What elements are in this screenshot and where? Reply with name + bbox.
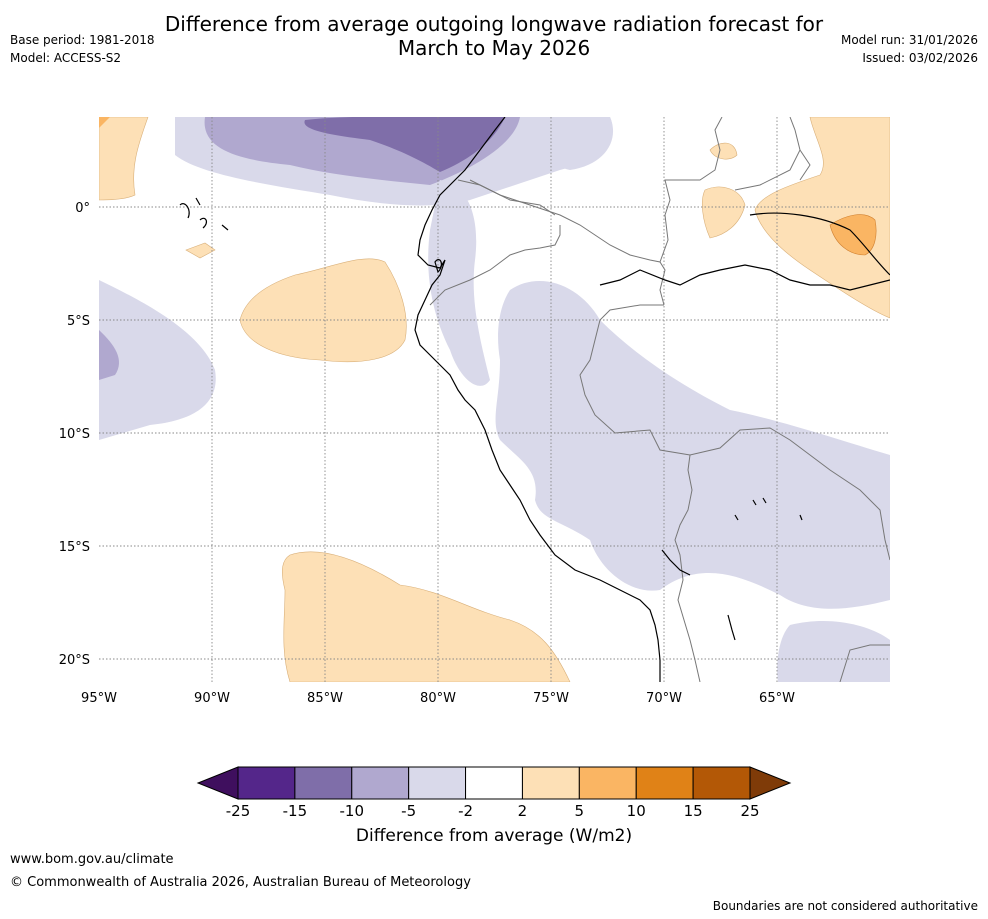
colorbar-segment [578, 766, 637, 800]
colorbar-segment [294, 766, 353, 800]
longitude-label: 80°W [420, 691, 456, 706]
anomaly-region-positive [709, 142, 738, 160]
model-run: Model run: 31/01/2026 [840, 33, 978, 47]
colorbar-tick-label: -2 [458, 802, 473, 820]
copyright-notice: © Commonwealth of Australia 2026, Austra… [10, 875, 471, 890]
longitude-label: 95°W [81, 691, 117, 706]
latitude-label: 15°S [59, 540, 90, 555]
longitude-labels: 95°W 90°W 85°W 80°W 75°W 70°W 65°W [81, 691, 795, 706]
longitude-label: 90°W [194, 691, 230, 706]
colorbar-tick-label: 5 [575, 802, 585, 820]
latitude-labels: 0° 5°S 10°S 15°S 20°S [59, 201, 90, 668]
country-borders [429, 117, 890, 682]
colorbar-title: Difference from average (W/m2) [355, 826, 633, 846]
colorbar-tick-label: -15 [283, 802, 308, 820]
anomaly-fields [99, 117, 890, 682]
anomaly-region-negative [304, 117, 505, 172]
graticule [99, 117, 890, 682]
anomaly-region-positive [754, 117, 890, 319]
anomaly-region-negative [495, 281, 890, 609]
boundaries-note: Boundaries are not considered authoritat… [712, 899, 978, 913]
longitude-label: 85°W [307, 691, 343, 706]
title-line-2: March to May 2026 [397, 36, 591, 60]
anomaly-region-negative [99, 330, 120, 380]
map-title: Difference from average outgoing longwav… [150, 12, 838, 60]
colorbar-tick-label: -10 [340, 802, 365, 820]
model-name: Model: ACCESS-S2 [10, 51, 122, 65]
longitude-label: 70°W [646, 691, 682, 706]
colorbar-tick-label: 10 [627, 802, 646, 820]
colorbar-tick-label: 15 [684, 802, 703, 820]
colorbar-segment [408, 766, 467, 800]
colorbar-tick-label: 25 [740, 802, 759, 820]
anomaly-region-negative [428, 180, 490, 386]
colorbar-segment [521, 766, 580, 800]
title-line-1: Difference from average outgoing longwav… [164, 12, 824, 36]
issued-date: Issued: 03/02/2026 [862, 51, 978, 65]
colorbar-tick-label: 2 [518, 802, 528, 820]
base-period: Base period: 1981-2018 [10, 33, 155, 47]
colorbar-tick-label: -25 [226, 802, 251, 820]
colorbar-segment [465, 766, 523, 800]
anomaly-region-negative [544, 117, 614, 170]
latitude-label: 5°S [67, 314, 90, 329]
colorbar-segment [635, 766, 694, 800]
colorbar-segment [237, 766, 296, 800]
anomaly-region-positive [185, 242, 216, 259]
colorbar-tick-label: -5 [401, 802, 416, 820]
anomaly-region-negative [777, 620, 890, 682]
anomaly-region-positive [281, 551, 571, 682]
latitude-label: 0° [75, 201, 90, 216]
colorbar-extend-low [196, 766, 239, 800]
colorbar: -25 -15 -10 -5 -2 2 5 10 15 25 [196, 766, 792, 820]
anomaly-region-positive [99, 117, 110, 128]
longitude-label: 65°W [759, 691, 795, 706]
colorbar-segment [351, 766, 410, 800]
anomaly-region-positive [701, 186, 746, 239]
latitude-label: 10°S [59, 427, 90, 442]
anomaly-region-positive [829, 214, 877, 256]
colorbar-extend-high [749, 766, 792, 800]
metadata-left: Base period: 1981-2018 Model: ACCESS-S2 [10, 31, 155, 67]
coastline [179, 117, 890, 682]
latitude-label: 20°S [59, 653, 90, 668]
footer-url[interactable]: www.bom.gov.au/climate [10, 852, 174, 867]
longitude-label: 75°W [533, 691, 569, 706]
anomaly-region-positive [99, 117, 149, 201]
metadata-right: Model run: 31/01/2026 Issued: 03/02/2026 [841, 31, 978, 67]
colorbar-segment [692, 766, 751, 800]
